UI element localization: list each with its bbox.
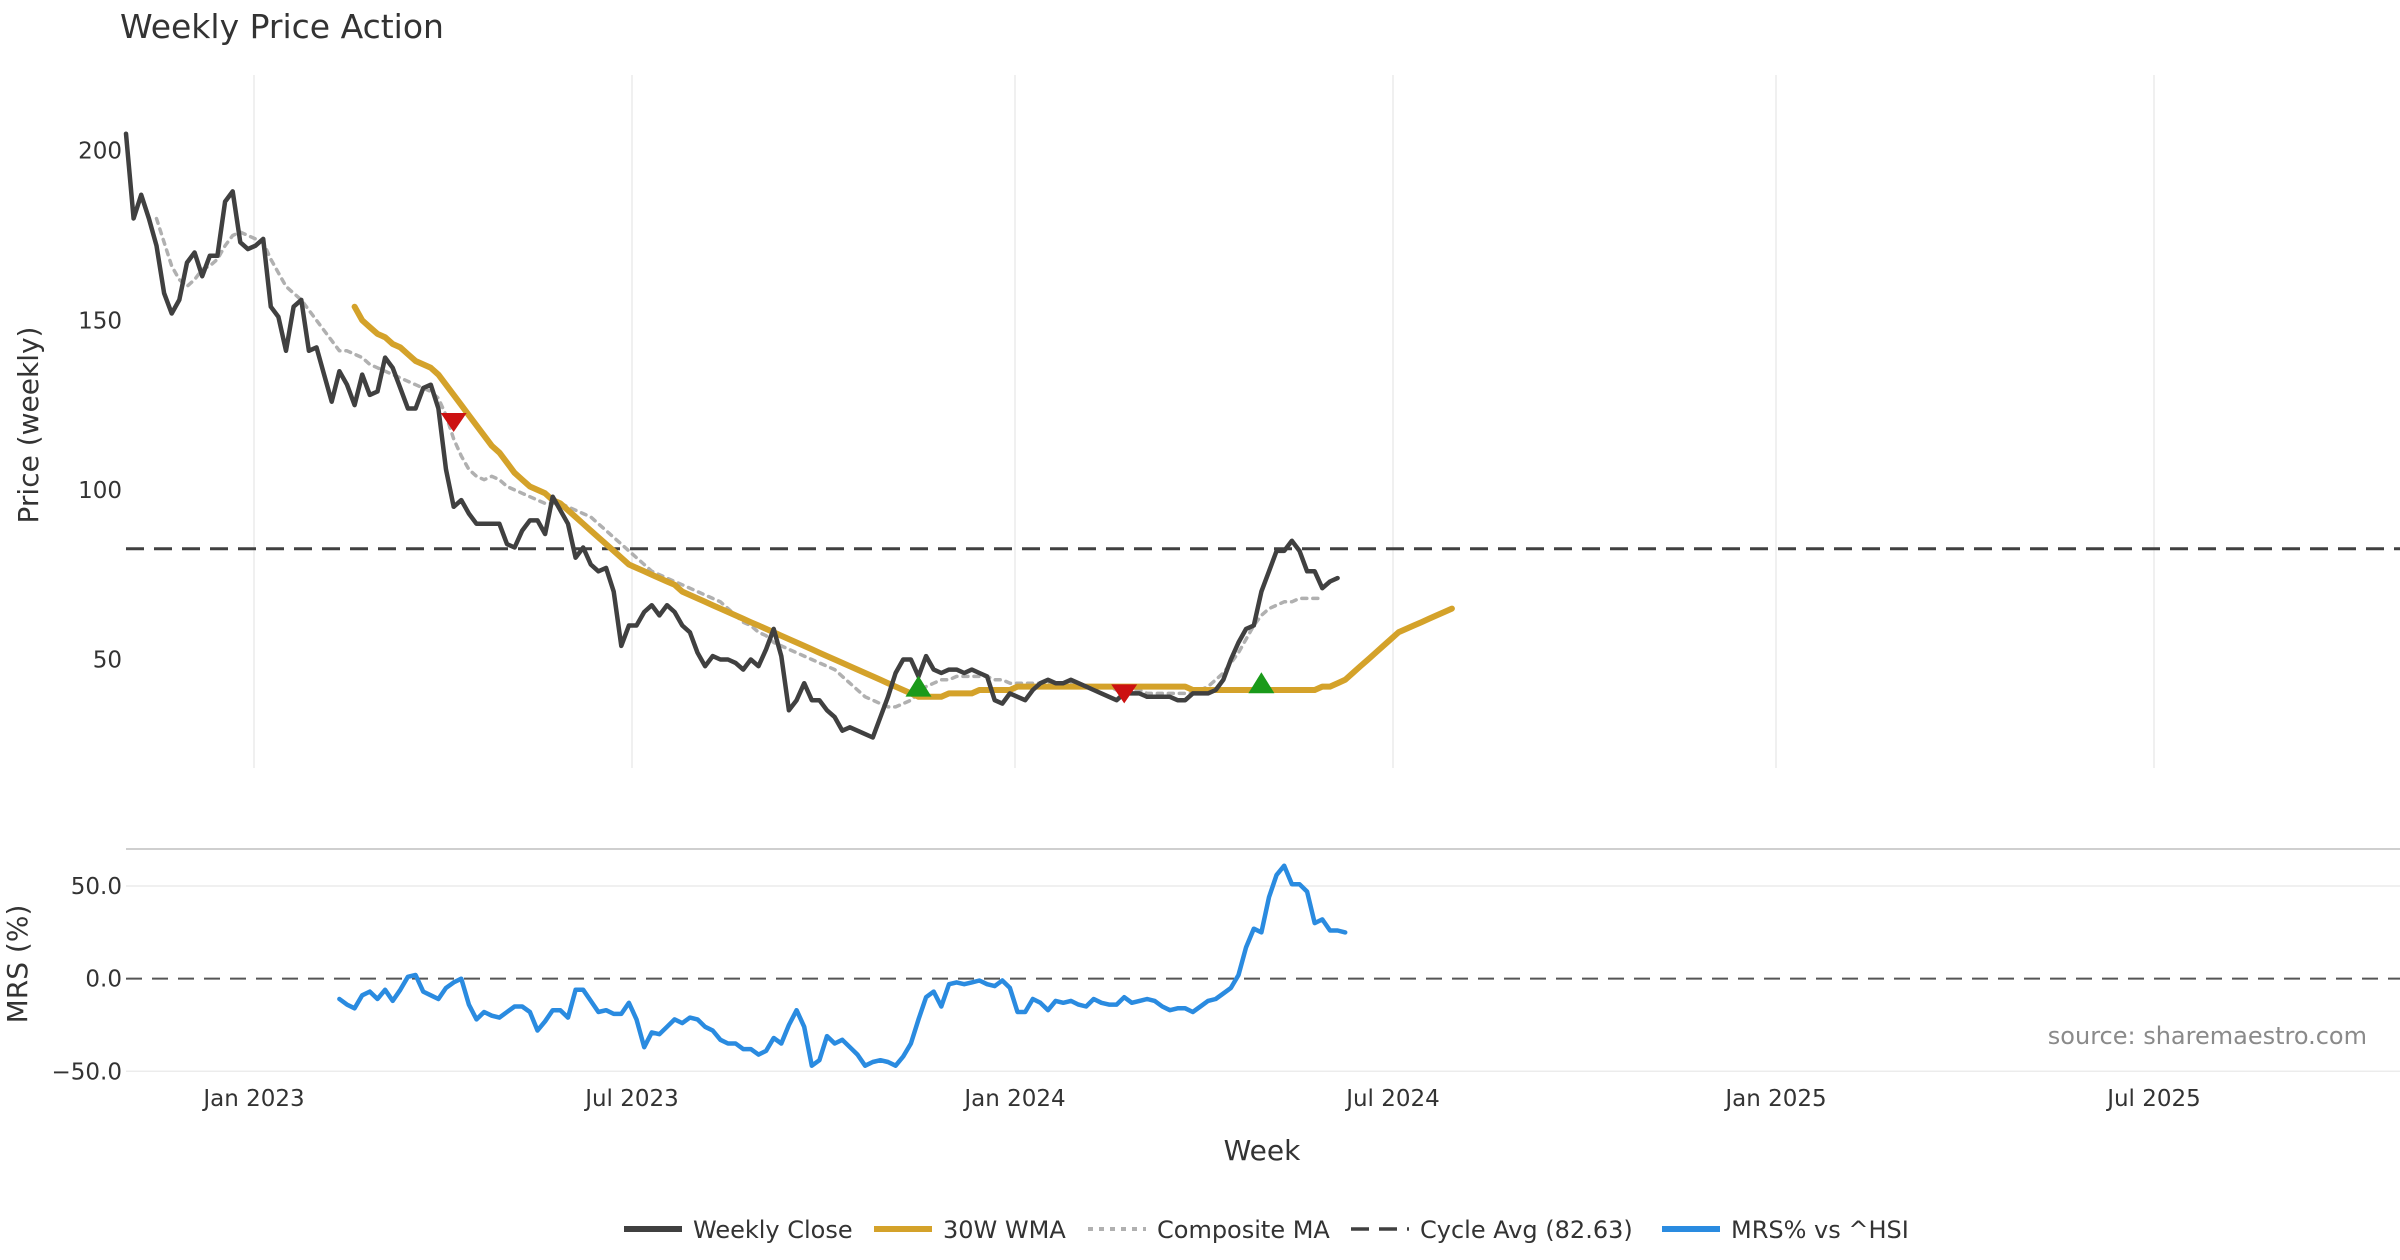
mrs-ylabel: MRS (%) xyxy=(1,905,34,1024)
xtick-0: Jan 2023 xyxy=(201,1086,304,1112)
legend-label-2: Composite MA xyxy=(1157,1216,1330,1244)
gridlines xyxy=(126,75,2400,1073)
mrs-ytick-1: 0.0 xyxy=(85,967,122,993)
signal-buy-1 xyxy=(905,675,932,697)
reference-lines xyxy=(126,547,2400,980)
legend: Weekly Close 30W WMA Composite MA Cycle Avg… xyxy=(624,1216,1909,1244)
mrs-ytick-0: 50.0 xyxy=(71,874,122,900)
xtick-5: Jul 2025 xyxy=(2105,1086,2201,1112)
legend-label-3: Cycle Avg (82.63) xyxy=(1420,1216,1633,1244)
signal-buy-3 xyxy=(1248,672,1275,694)
price-ytick-0: 50 xyxy=(93,647,122,673)
legend-label-1: 30W WMA xyxy=(943,1216,1066,1244)
series-composite-ma xyxy=(154,216,1325,709)
source-note: source: sharemaestro.com xyxy=(2048,1022,2367,1050)
xtick-2: Jan 2024 xyxy=(962,1086,1065,1112)
chart-title: Weekly Price Action xyxy=(120,7,444,46)
price-ylabel: Price (weekly) xyxy=(12,327,45,524)
price-ytick-2: 150 xyxy=(78,308,122,334)
mrs-ytick-2: −50.0 xyxy=(52,1059,122,1085)
series-30w-wma xyxy=(351,303,1455,700)
legend-label-0: Weekly Close xyxy=(693,1216,853,1244)
price-y-ticks: 50 100 150 200 xyxy=(78,139,122,674)
price-ytick-1: 100 xyxy=(78,478,122,504)
signal-sell-2 xyxy=(1111,684,1138,704)
mrs-y-ticks: 50.0 0.0 −50.0 xyxy=(52,874,122,1085)
series-weekly-close xyxy=(123,131,1340,740)
signal-sell-0 xyxy=(440,413,467,433)
xtick-3: Jul 2024 xyxy=(1344,1086,1440,1112)
series-mrs-vs-hsi xyxy=(337,863,1348,1068)
xtick-4: Jan 2025 xyxy=(1723,1086,1826,1112)
x-axis-label: Week xyxy=(1224,1134,1301,1167)
xtick-1: Jul 2023 xyxy=(583,1086,679,1112)
price-ytick-3: 200 xyxy=(78,139,122,165)
series-layer xyxy=(123,131,1455,1068)
legend-label-4: MRS% vs ^HSI xyxy=(1731,1216,1909,1244)
signal-markers xyxy=(440,413,1275,704)
x-axis-ticks: Jan 2023 Jul 2023 Jan 2024 Jul 2024 Jan 2025… xyxy=(201,1086,2200,1112)
